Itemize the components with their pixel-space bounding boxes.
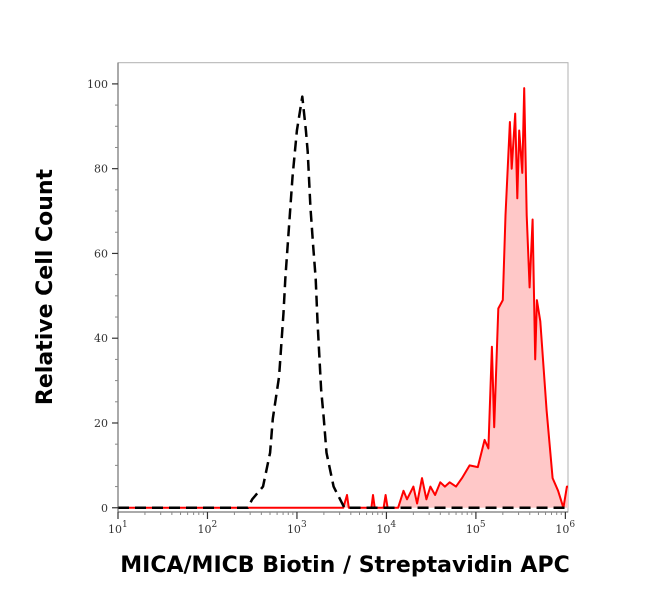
- y-tick-label: 80: [94, 163, 108, 176]
- y-tick-label: 60: [94, 247, 108, 260]
- x-tick-label: 103: [287, 520, 307, 536]
- control-histogram-line: [118, 95, 568, 510]
- x-tick-label: 104: [376, 520, 396, 536]
- y-tick-label: 40: [94, 332, 108, 345]
- x-tick-label: 101: [108, 520, 128, 536]
- x-axis-title: MICA/MICB Biotin / Streptavidin APC: [120, 553, 569, 578]
- y-tick-label: 0: [101, 502, 108, 515]
- stained-histogram-line: [118, 87, 568, 509]
- y-tick-label: 100: [87, 78, 108, 91]
- axes-layer: 0 20 40 60 80 100 101 102 103 104 105 106: [87, 62, 575, 536]
- x-tick-label: 102: [197, 520, 217, 536]
- x-tick-label: 105: [466, 520, 486, 536]
- y-tick-label: 20: [94, 417, 108, 430]
- y-axis-title: Relative Cell Count: [33, 168, 58, 405]
- series-layer: [118, 87, 568, 510]
- x-tick-label: 106: [555, 520, 575, 536]
- series-1-fill: [118, 88, 568, 508]
